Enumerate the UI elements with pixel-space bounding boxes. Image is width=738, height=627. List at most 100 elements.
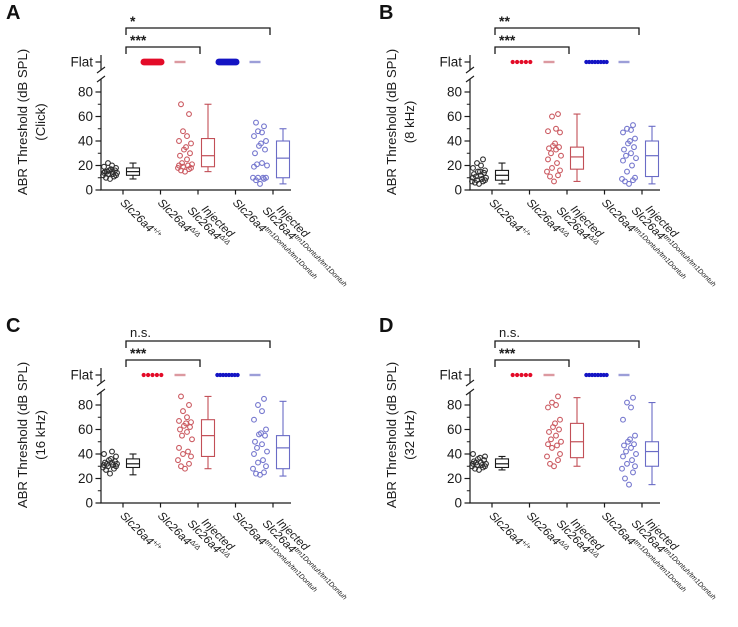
y-tick-label: 60 — [78, 422, 93, 437]
data-point — [470, 165, 476, 171]
data-point — [623, 152, 629, 159]
y-axis-title: ABR Threshold (dB SPL) — [384, 49, 399, 195]
data-point — [261, 395, 267, 402]
data-point — [255, 459, 261, 466]
box-plot — [494, 455, 510, 471]
significance-bracket: n.s. — [494, 325, 640, 348]
data-point — [184, 156, 190, 163]
flat-marker-dot — [510, 59, 515, 65]
data-point — [178, 393, 184, 400]
flat-marker-dot — [590, 372, 595, 378]
data-point — [178, 463, 184, 470]
data-point — [554, 442, 560, 449]
data-point — [252, 438, 258, 445]
data-point — [555, 457, 561, 464]
data-point — [470, 174, 476, 181]
data-point — [548, 150, 554, 157]
flat-marker-dot — [604, 59, 609, 65]
data-point — [548, 436, 554, 443]
flat-marker-dot — [528, 59, 533, 65]
flat-marker-dot — [519, 59, 524, 65]
significance-bracket: *** — [494, 345, 570, 367]
data-point — [628, 444, 634, 451]
y-axis-stimulus-label: (Click) — [33, 103, 48, 140]
flat-marker-dot — [584, 59, 589, 65]
data-point — [180, 451, 186, 457]
data-point — [556, 144, 562, 151]
box — [644, 140, 660, 178]
group-1: Slc26a4+/+ — [100, 448, 163, 551]
flat-marker-dot — [601, 59, 606, 65]
panel-d-plot: 0 20 40 60 80 Flat ABR Threshold (dB SPL) (32 k… — [384, 325, 717, 602]
flat-marker — [215, 58, 240, 66]
data-point — [254, 444, 260, 451]
panel-letter-d: D — [379, 315, 394, 337]
data-point — [630, 469, 636, 476]
data-point — [620, 453, 626, 460]
data-point — [632, 463, 638, 470]
data-point — [257, 180, 263, 187]
box-plot — [569, 113, 585, 182]
data-point — [545, 441, 551, 448]
data-point — [180, 128, 186, 135]
data-point — [180, 408, 186, 415]
box — [644, 441, 660, 467]
x-tick-label-gene: Slc26a4tm1Dontuh/tm1Dontuh — [260, 517, 348, 605]
flat-tick-label: Flat — [439, 368, 462, 383]
box — [569, 146, 585, 170]
data-point — [482, 453, 488, 460]
box-plot — [125, 453, 141, 476]
data-point — [258, 140, 264, 147]
significance-label: n.s. — [499, 325, 520, 340]
data-point — [621, 442, 627, 449]
flat-marker-dot — [515, 59, 520, 65]
data-point — [263, 426, 269, 433]
y-tick-label: 0 — [454, 183, 462, 198]
y-tick-label: 40 — [78, 134, 93, 149]
flat-tick-label: Flat — [70, 55, 93, 70]
data-point — [184, 428, 190, 435]
data-point — [555, 111, 561, 118]
box — [494, 458, 510, 469]
box-plot — [644, 125, 660, 185]
panel-d: D 0 20 40 60 80 Flat ABR Threshold (dB SPL) (32… — [369, 313, 738, 626]
data-point — [546, 428, 552, 435]
y-tick-label: 40 — [447, 447, 462, 462]
data-point — [255, 402, 261, 408]
y-tick-label: 60 — [78, 109, 93, 124]
y-axis: 0 20 40 60 80 Flat — [70, 368, 106, 511]
panel-a: A 0 20 40 60 80 Flat ABR Threshold (dB SPL) (Cl… — [0, 0, 369, 313]
data-point — [264, 448, 270, 455]
y-axis: 0 20 40 60 80 Flat — [70, 55, 106, 198]
bracket-line — [494, 27, 640, 35]
y-tick-label: 80 — [78, 85, 93, 100]
data-point — [631, 144, 637, 151]
panel-a-plot: 0 20 40 60 80 Flat ABR Threshold (dB SPL) (Clic… — [15, 13, 348, 289]
box — [275, 435, 291, 470]
data-point — [627, 138, 633, 144]
group-4: Slc26a4tm1Dontuh/tm1Dontuh — [584, 372, 687, 594]
y-axis-stimulus-label: (8 kHz) — [402, 101, 417, 144]
data-point — [176, 138, 182, 144]
flat-marker-dot — [592, 59, 598, 65]
y-tick-label: 0 — [454, 496, 462, 511]
flat-marker-dot — [232, 372, 237, 378]
data-point — [176, 417, 182, 424]
data-point — [628, 404, 634, 411]
panel-letter-c: C — [6, 315, 21, 337]
data-point — [177, 426, 183, 433]
data-point — [552, 140, 558, 147]
data-point — [177, 152, 183, 159]
significance-bracket: * — [125, 13, 271, 35]
flat-marker-dot — [601, 372, 606, 378]
box — [200, 138, 216, 168]
group-4: Slc26a4tm1Dontuh/tm1Dontuh — [584, 59, 687, 281]
data-point — [547, 173, 553, 180]
box-plot — [644, 402, 660, 486]
box — [200, 419, 216, 457]
data-point — [620, 416, 626, 423]
flat-marker-dot — [510, 372, 515, 378]
data-point — [251, 416, 257, 423]
data-point — [551, 178, 557, 185]
data-point — [189, 161, 195, 168]
